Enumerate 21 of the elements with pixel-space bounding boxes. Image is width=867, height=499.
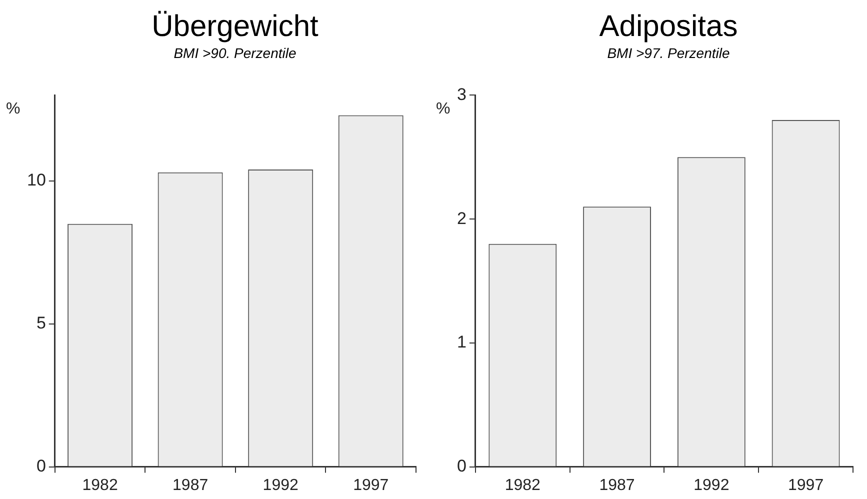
y-axis-title: % (6, 100, 20, 118)
chart-title: Übergewicht (150, 10, 320, 44)
x-tick-label: 1987 (599, 476, 635, 494)
x-tick-label: 1997 (788, 476, 824, 494)
x-tick-label: 1982 (82, 476, 118, 494)
x-tick-label: 1997 (353, 476, 389, 494)
x-tick-label: 1992 (262, 476, 298, 494)
y-tick-label: 3 (456, 84, 466, 104)
x-tick-label: 1982 (504, 476, 541, 494)
y-tick-label: 0 (36, 456, 46, 476)
y-tick-label: 2 (456, 208, 466, 228)
x-tick-label: 1992 (694, 476, 730, 494)
chart-subtitle: BMI >97. Perzentile (606, 44, 731, 62)
y-tick-label: 0 (456, 456, 466, 476)
y-tick-label: 10 (26, 170, 46, 190)
y-axis-title: % (436, 100, 450, 118)
y-tick-label: 5 (36, 314, 46, 333)
y-tick-label: 1 (456, 332, 466, 352)
chart-title: Adipositas (598, 10, 739, 44)
chart-subtitle: BMI >90. Perzentile (172, 44, 298, 62)
x-tick-label: 1987 (172, 476, 208, 494)
